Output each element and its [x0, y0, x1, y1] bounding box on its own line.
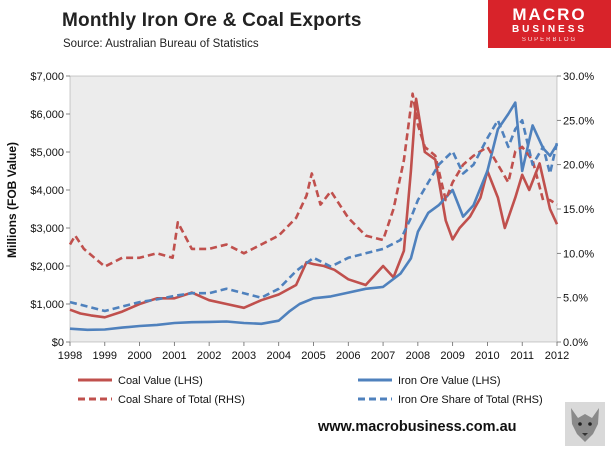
x-tick-label: 2005: [301, 350, 325, 362]
chart-source: Source: Australian Bureau of Statistics: [63, 38, 259, 50]
y-right-tick-label: 25.0%: [563, 115, 594, 127]
y-right-tick-label: 15.0%: [563, 204, 594, 216]
y-left-tick-label: $3,000: [30, 223, 64, 235]
legend-label: Iron Ore Value (LHS): [398, 375, 501, 387]
wolf-logo-icon: [565, 402, 605, 446]
series-coal-share-of-total-rhs: [68, 92, 558, 268]
legend-label: Iron Ore Share of Total (RHS): [398, 394, 543, 406]
series-iron-ore-share-of-total-rhs: [69, 119, 559, 313]
y-left-tick-label: $0: [52, 337, 64, 349]
x-tick-label: 1999: [93, 350, 117, 362]
logo-line1: MACRO: [512, 5, 587, 24]
plot-area: [69, 75, 558, 343]
y-axis-label: Millions (FOB Value): [5, 142, 19, 258]
y-left-tick-label: $4,000: [30, 185, 64, 197]
y-right-tick-label: 5.0%: [563, 293, 588, 305]
x-tick-label: 2010: [475, 350, 499, 362]
y-right-tick-label: 20.0%: [563, 160, 594, 172]
legend-label: Coal Value (LHS): [118, 375, 203, 387]
x-tick-label: 2002: [197, 350, 221, 362]
x-tick-label: 2012: [545, 350, 569, 362]
x-tick-label: 2011: [510, 350, 534, 362]
y-right-tick-label: 10.0%: [563, 248, 594, 260]
y-left-tick-label: $7,000: [30, 71, 64, 83]
y-left-tick-label: $1,000: [30, 299, 64, 311]
y-right-tick-label: 0.0%: [563, 337, 588, 349]
website-link[interactable]: www.macrobusiness.com.au: [318, 419, 517, 435]
y-left-tick-label: $2,000: [30, 261, 64, 273]
series-iron-ore-value-lhs: [69, 101, 559, 332]
x-tick-label: 2009: [440, 350, 464, 362]
chart-title: Monthly Iron Ore & Coal Exports: [62, 10, 362, 31]
x-tick-label: 2006: [336, 350, 360, 362]
x-tick-label: 2008: [406, 350, 430, 362]
x-tick-label: 2001: [162, 350, 186, 362]
logo-line2: BUSINESS: [511, 24, 588, 35]
y-left-tick-label: $5,000: [30, 147, 64, 159]
x-tick-label: 2003: [232, 350, 256, 362]
legend-label: Coal Share of Total (RHS): [118, 394, 245, 406]
y-right-tick-label: 30.0%: [563, 71, 594, 83]
x-tick-label: 2000: [127, 350, 151, 362]
y-left-tick-label: $6,000: [30, 109, 64, 121]
x-tick-label: 2004: [266, 350, 290, 362]
x-tick-label: 2007: [371, 350, 395, 362]
series-coal-value-lhs: [69, 97, 559, 319]
logo-line3: SUPERBLOG: [521, 37, 578, 43]
x-tick-label: 1998: [58, 350, 82, 362]
brand-logo[interactable]: MACRO BUSINESS SUPERBLOG: [488, 0, 611, 48]
